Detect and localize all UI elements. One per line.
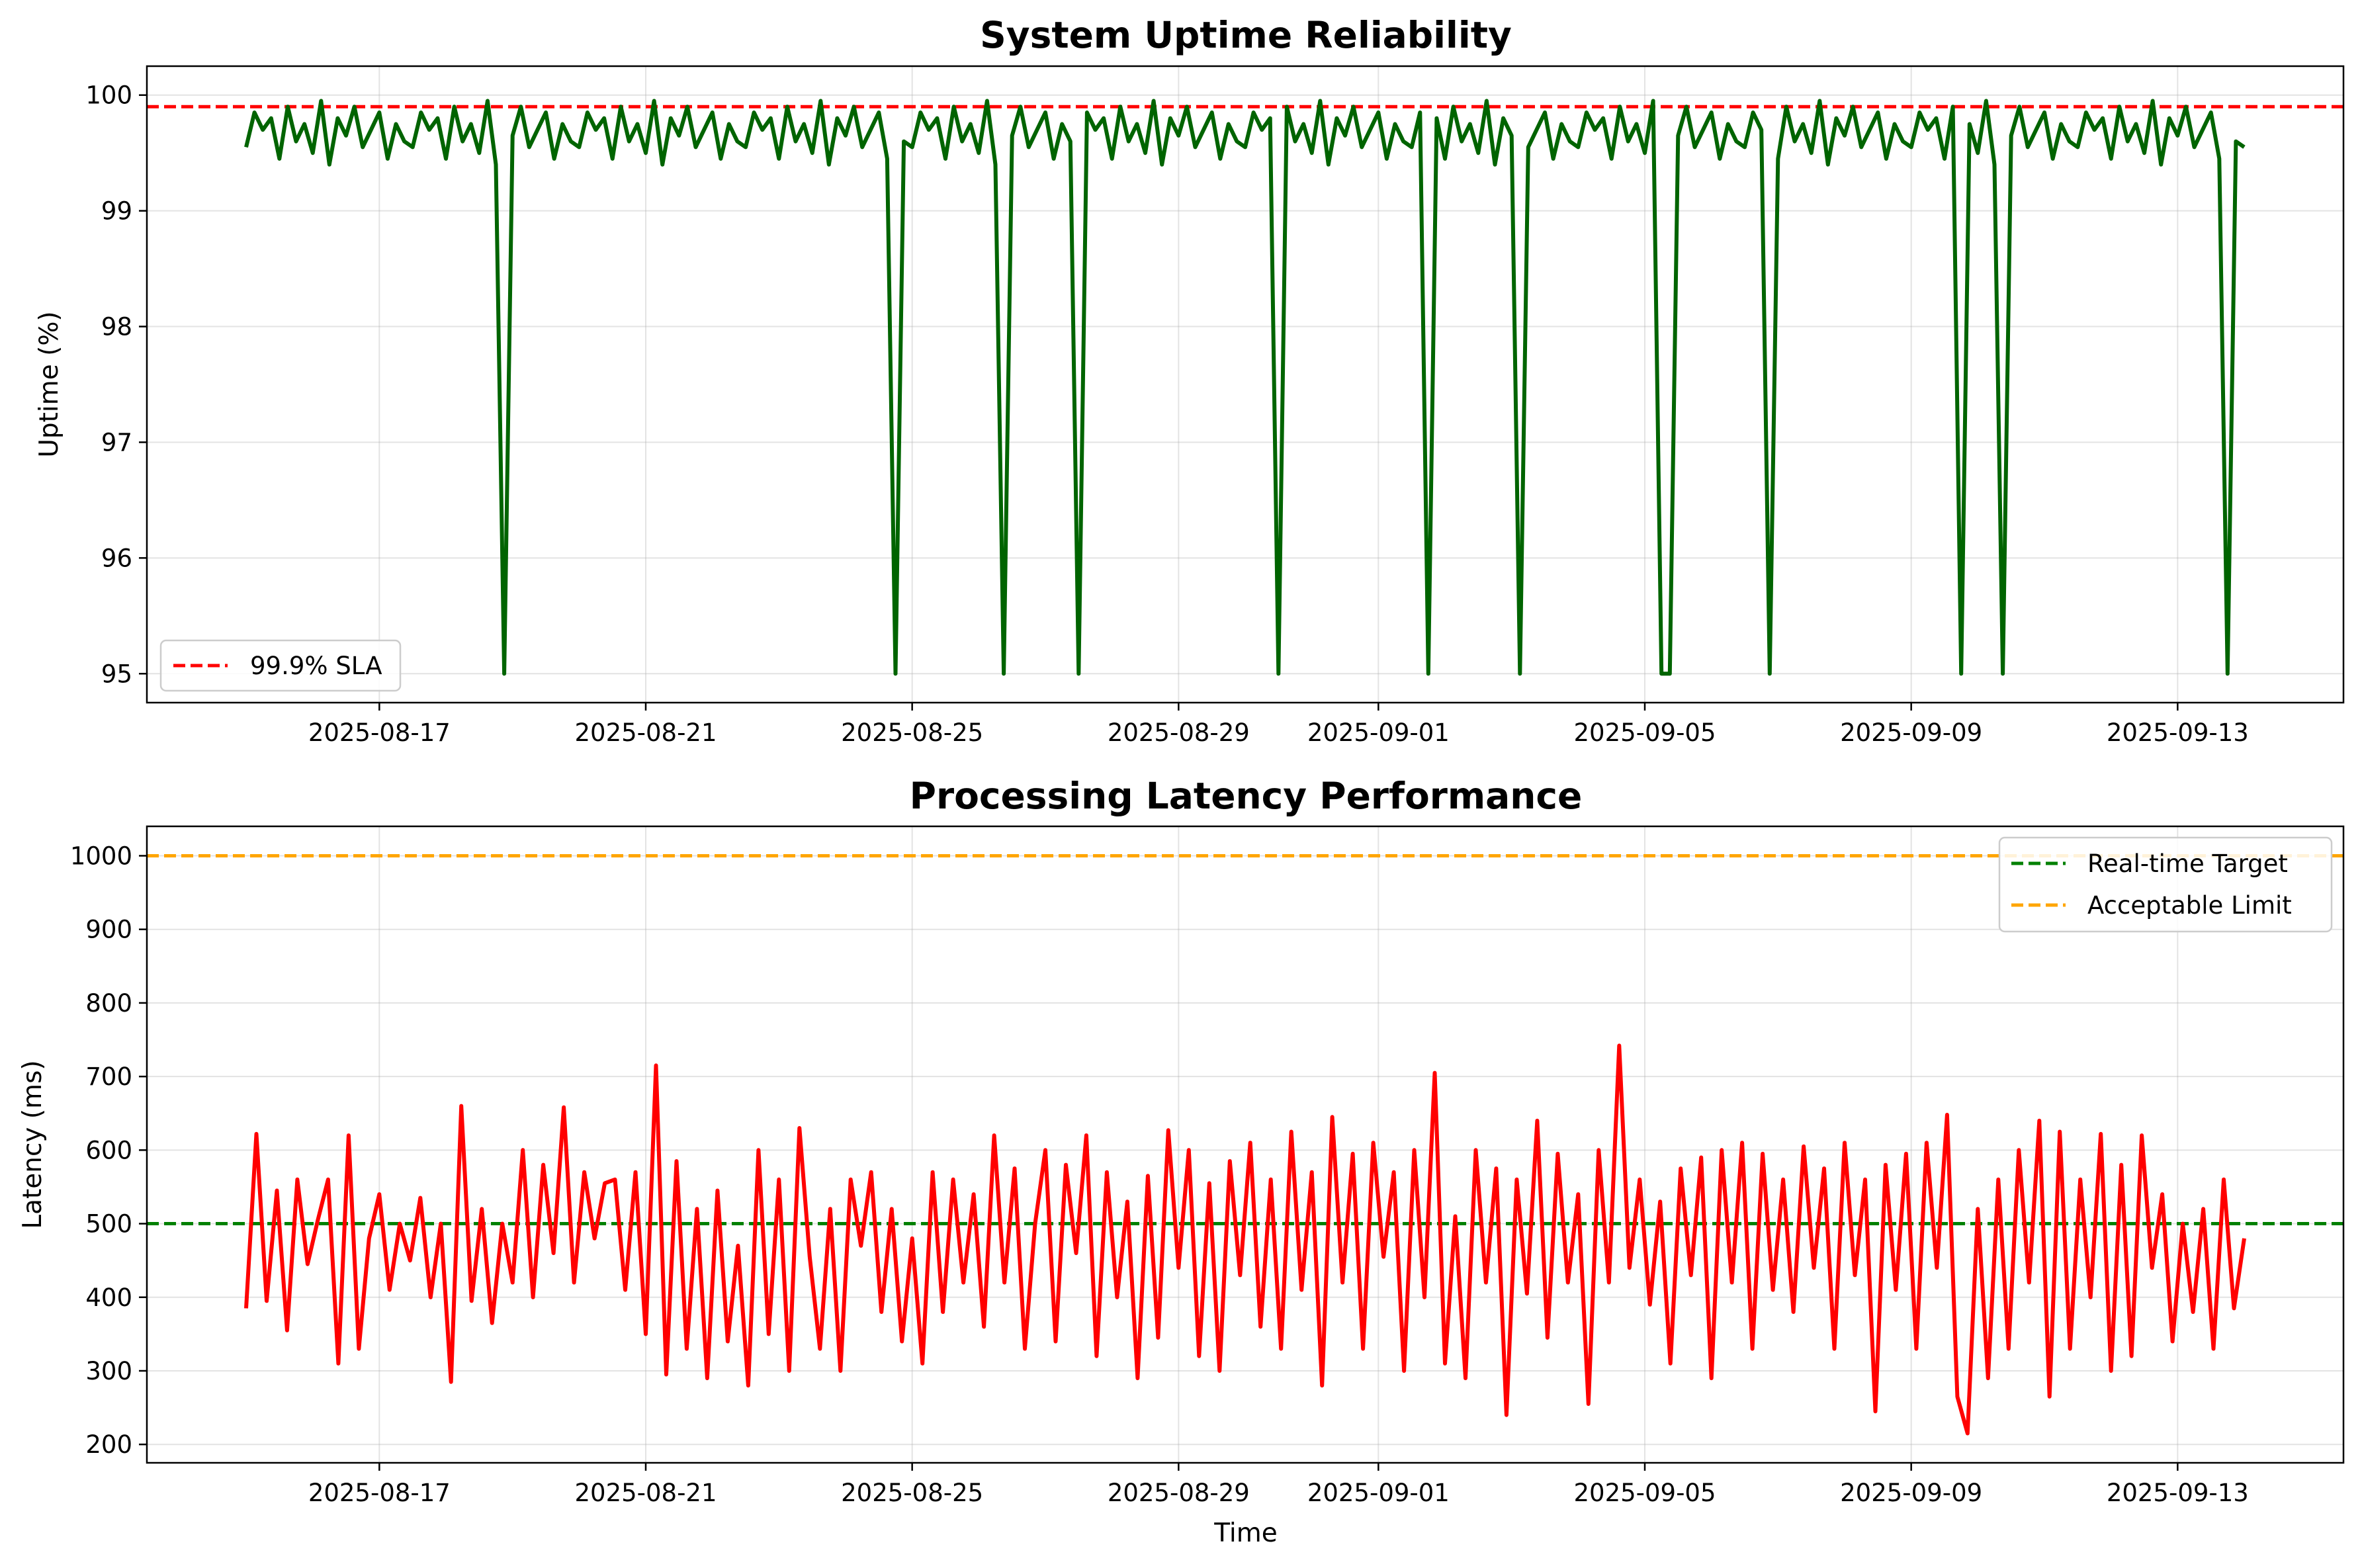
y-tick-label: 400 xyxy=(85,1284,132,1312)
uptime-series xyxy=(244,99,2246,676)
y-tick-label: 300 xyxy=(85,1357,132,1385)
uptime-y-axis-label: Uptime (%) xyxy=(34,311,64,457)
uptime-chart: System Uptime Reliability 9596979899100 … xyxy=(34,14,2345,747)
y-tick-label: 96 xyxy=(101,544,132,572)
x-tick-label: 2025-08-25 xyxy=(841,719,983,747)
y-tick-label: 900 xyxy=(85,916,132,944)
x-tick-label: 2025-09-01 xyxy=(1307,719,1450,747)
y-tick-label: 500 xyxy=(85,1210,132,1239)
latency-chart: Processing Latency Performance 200 300 400… xyxy=(18,775,2345,1548)
latency-y-ticks: 200 300 400 500 600 700 800 900 1000 xyxy=(70,842,147,1459)
y-tick-label: 98 xyxy=(101,313,132,341)
x-tick-label: 2025-08-17 xyxy=(308,719,451,747)
x-tick-label: 2025-08-21 xyxy=(574,1479,717,1507)
x-tick-label: 2025-09-05 xyxy=(1573,719,1716,747)
latency-y-axis-label: Latency (ms) xyxy=(18,1060,48,1229)
series-line xyxy=(244,99,2246,676)
latency-plot-frame xyxy=(146,825,2345,1464)
uptime-legend-box xyxy=(159,639,402,692)
latency-x-ticks: 2025-08-17 2025-08-21 2025-08-25 2025-08-29… xyxy=(308,1463,2249,1507)
y-tick-label: 800 xyxy=(85,989,132,1018)
y-tick-label: 95 xyxy=(101,660,132,688)
x-tick-label: 2025-08-21 xyxy=(574,719,717,747)
x-tick-label: 2025-08-25 xyxy=(841,1479,983,1507)
latency-legend-target-label: Real-time Target xyxy=(2087,849,2288,878)
x-tick-label: 2025-09-09 xyxy=(1840,719,1982,747)
latency-series xyxy=(244,1043,2246,1436)
x-tick-label: 2025-09-05 xyxy=(1573,1479,1716,1507)
x-tick-label: 2025-09-13 xyxy=(2107,1479,2249,1507)
x-tick-label: 2025-09-01 xyxy=(1307,1479,1450,1507)
series-line xyxy=(244,1043,2246,1436)
y-tick-label: 100 xyxy=(85,81,132,110)
x-tick-label: 2025-08-29 xyxy=(1108,719,1250,747)
uptime-y-ticks: 95 96 97 98 99 100 xyxy=(85,81,147,688)
y-tick-label: 99 xyxy=(101,197,132,226)
uptime-legend: 99.9% SLA xyxy=(159,639,402,692)
y-tick-label: 700 xyxy=(85,1063,132,1091)
x-tick-label: 2025-09-09 xyxy=(1840,1479,1982,1507)
latency-legend: Real-time Target Acceptable Limit xyxy=(1998,836,2333,933)
uptime-x-ticks: 2025-08-17 2025-08-21 2025-08-25 2025-08-29… xyxy=(308,703,2249,747)
uptime-plot-frame xyxy=(146,65,2345,704)
uptime-chart-title: System Uptime Reliability xyxy=(980,14,1512,56)
y-tick-label: 600 xyxy=(85,1136,132,1164)
latency-legend-limit-label: Acceptable Limit xyxy=(2087,891,2292,920)
uptime-legend-sla-label: 99.9% SLA xyxy=(250,652,382,680)
latency-chart-title: Processing Latency Performance xyxy=(910,775,1583,817)
latency-legend-box xyxy=(1998,836,2333,933)
y-tick-label: 1000 xyxy=(70,842,132,870)
y-tick-label: 200 xyxy=(85,1430,132,1459)
y-tick-label: 97 xyxy=(101,428,132,457)
x-tick-label: 2025-09-13 xyxy=(2107,719,2249,747)
latency-x-axis-label: Time xyxy=(1213,1518,1277,1548)
x-tick-label: 2025-08-29 xyxy=(1108,1479,1250,1507)
x-tick-label: 2025-08-17 xyxy=(308,1479,451,1507)
